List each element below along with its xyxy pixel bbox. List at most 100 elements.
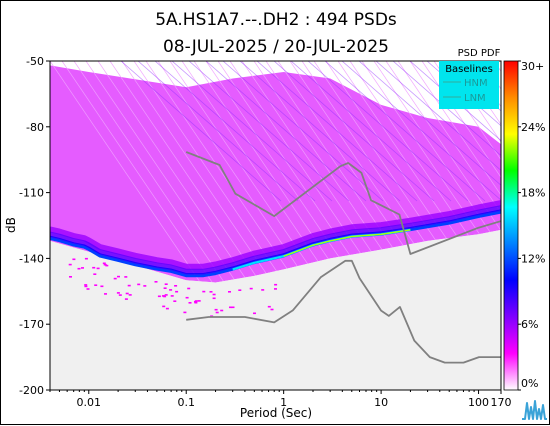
texture-line <box>358 61 501 186</box>
chart-title: 5A.HS1A7.--.DH2 : 494 PSDs <box>155 10 397 30</box>
scatter-point <box>194 301 197 303</box>
scatter-point <box>270 308 274 311</box>
y-tick-label: -110 <box>19 187 44 200</box>
texture-line <box>542 61 550 341</box>
x-axis-label: Period (Sec) <box>240 406 312 420</box>
scatter-point <box>81 267 84 269</box>
texture-line <box>205 61 367 202</box>
legend-title: Baselines <box>445 64 493 75</box>
legend-entry: LNM <box>464 93 486 104</box>
scatter-point <box>194 301 198 304</box>
scatter-point <box>202 290 206 293</box>
scatter-point <box>165 307 169 310</box>
texture-line <box>120 61 282 202</box>
y-tick-label: -80 <box>26 121 44 134</box>
scatter-point <box>86 288 90 290</box>
scatter-point <box>215 311 219 314</box>
scatter-point <box>162 295 165 297</box>
pdf-core-band <box>50 200 501 270</box>
texture-line <box>154 61 316 202</box>
scatter-point <box>220 309 224 312</box>
texture-line <box>392 61 501 157</box>
scatter-point <box>113 277 117 280</box>
colorbar-tick-label: 18% <box>521 187 545 200</box>
scatter-point <box>93 273 97 275</box>
scatter-point <box>164 283 168 285</box>
scatter-point <box>214 308 218 311</box>
texture-line <box>375 61 501 171</box>
texture-line <box>273 61 435 202</box>
texture-line <box>137 61 299 202</box>
logo-icon <box>520 397 548 423</box>
x-tick-label: 170 <box>491 396 512 409</box>
scatter-point <box>84 284 88 286</box>
lnm-curve <box>186 259 501 364</box>
y-tick-label: -50 <box>26 55 44 68</box>
plot-area <box>49 60 550 391</box>
scatter-point <box>212 293 216 296</box>
scatter-point <box>157 295 161 298</box>
scatter-point <box>104 293 107 295</box>
scatter-point <box>96 267 100 270</box>
scatter-point <box>103 263 107 266</box>
texture-line <box>385 61 501 232</box>
scatter-point <box>174 285 178 287</box>
scatter-point <box>231 306 235 309</box>
y-tick-label: -170 <box>19 318 44 331</box>
texture-line <box>171 61 333 202</box>
y-tick-label: -140 <box>19 252 44 265</box>
scatter-point <box>212 297 216 300</box>
scatter-point <box>183 311 187 314</box>
plot-clip-group <box>50 61 550 390</box>
x-tick-label: 0.1 <box>177 396 195 409</box>
colorbar-tick-label: 24% <box>521 121 545 134</box>
texture-line <box>222 61 384 202</box>
scatter-point <box>163 287 167 289</box>
scatter-point <box>187 287 191 290</box>
scatter-point <box>188 302 192 304</box>
texture-line <box>341 61 501 201</box>
scatter-point <box>253 312 256 315</box>
colorbar-tick-label: 30+ <box>521 60 544 73</box>
pdf-core-band <box>50 205 501 274</box>
scatter-point <box>94 284 98 286</box>
chart-subtitle: 08-JUL-2025 / 20-JUL-2025 <box>163 37 389 57</box>
colorbar-tick-label: 0% <box>521 377 538 390</box>
scatter-point <box>105 264 109 267</box>
scatter-point <box>124 276 128 278</box>
scatter-point <box>175 290 179 293</box>
texture-line <box>349 61 501 285</box>
noise-region-front <box>50 229 501 390</box>
scatter-points <box>68 257 278 317</box>
texture-line <box>307 61 469 202</box>
pdf-mode-yellow <box>283 229 411 257</box>
scatter-point <box>249 287 253 290</box>
scatter-point <box>68 263 72 266</box>
colorbar-tick-label: 6% <box>521 318 538 331</box>
scatter-point <box>173 300 177 302</box>
texture-line <box>530 61 550 341</box>
scatter-point <box>77 267 81 270</box>
colorbar: PSD PDF 30+ 24% 18% 12% 6% 0% <box>458 48 545 391</box>
scatter-point <box>274 283 278 286</box>
scatter-point <box>100 285 104 288</box>
legend: Baselines HNM LNM <box>439 61 499 109</box>
scatter-point <box>238 289 242 291</box>
texture-line <box>361 61 501 267</box>
colorbar-gradient <box>503 60 519 391</box>
scatter-point <box>117 275 120 278</box>
scatter-point <box>72 258 76 261</box>
scatter-point <box>261 289 265 291</box>
x-tick-label: 1 <box>280 396 287 409</box>
scatter-point <box>185 296 189 299</box>
scatter-point <box>143 285 147 287</box>
texture-line <box>493 61 501 72</box>
scatter-point <box>154 281 158 283</box>
scatter-point <box>84 257 88 260</box>
colorbar-title: PSD PDF <box>458 48 501 59</box>
texture-line <box>409 61 501 142</box>
pdf-band-texture-dark <box>120 61 501 202</box>
scatter-point <box>228 291 231 293</box>
scatter-point <box>197 300 201 302</box>
